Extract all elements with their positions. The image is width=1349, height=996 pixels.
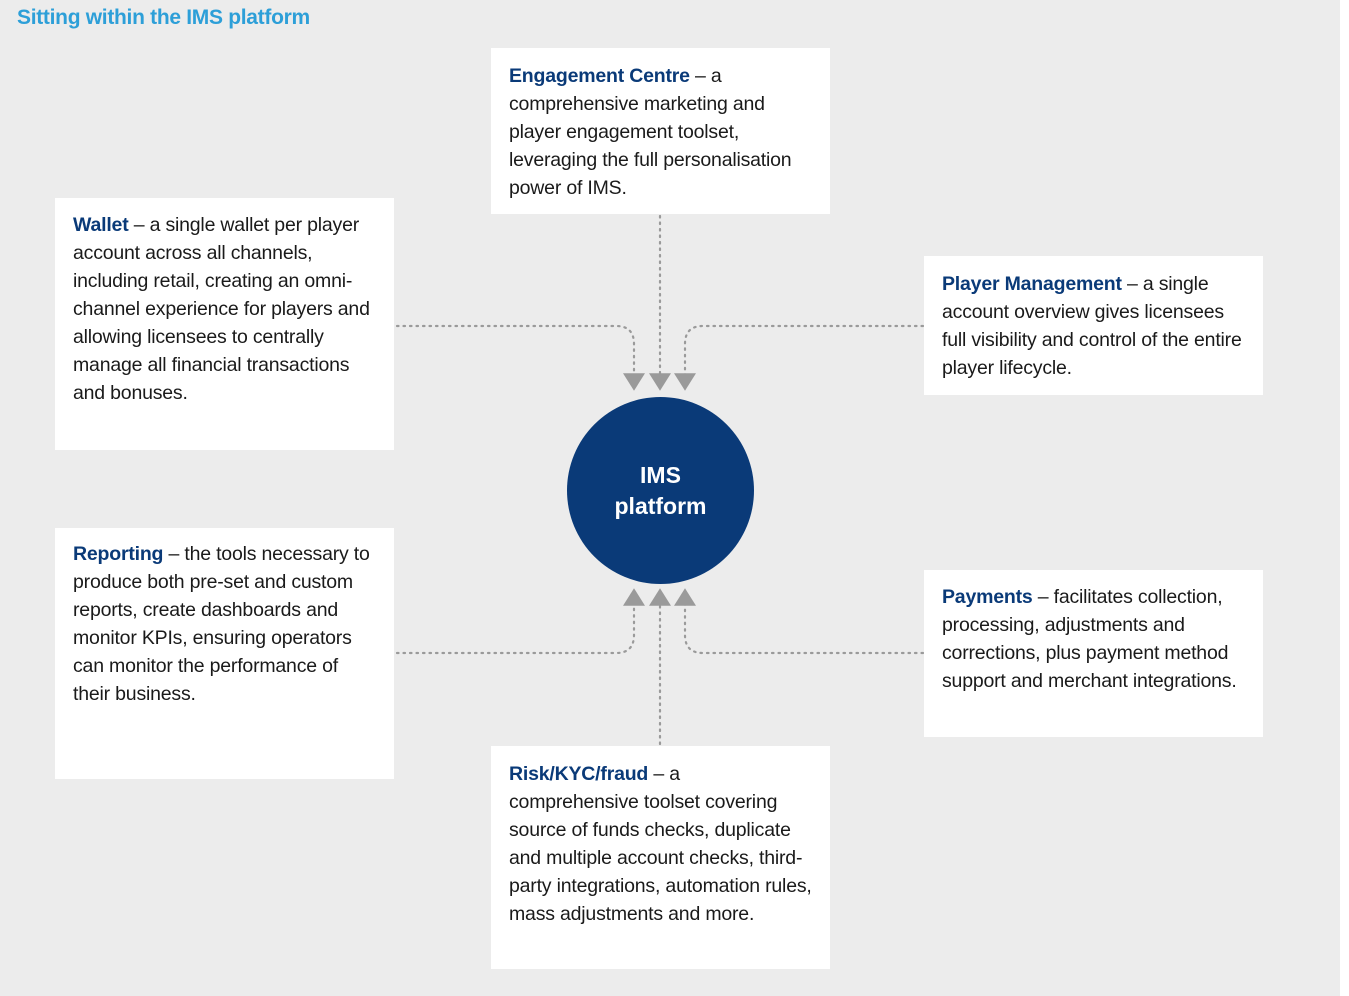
connector-reporting: [395, 588, 645, 655]
payments-description: – facilitates collection, processing, ad…: [942, 586, 1237, 692]
engagement-centre-name: Engagement Centre: [509, 65, 690, 87]
connector-wallet: [395, 324, 645, 391]
ims-platform-hub: IMS platform: [567, 397, 754, 584]
player-management-box: Player Management – a single account ove…: [924, 256, 1263, 395]
reporting-name: Reporting: [73, 543, 164, 565]
connector-player-management: [674, 324, 925, 391]
reporting-box: Reporting – the tools necessary to produ…: [55, 528, 394, 779]
page-title: Sitting within the IMS platform: [17, 6, 310, 29]
risk-kyc-fraud-name: Risk/KYC/fraud: [509, 763, 649, 785]
reporting-description: – the tools necessary to produce both pr…: [73, 543, 370, 705]
payments-name: Payments: [942, 586, 1033, 608]
engagement-centre-description: – a comprehensive marketing and player e…: [509, 65, 792, 199]
player-management-description: – a single account overview gives licens…: [942, 273, 1242, 379]
engagement-centre-box: Engagement Centre – a comprehensive mark…: [491, 48, 830, 214]
payments-box: Payments – facilitates collection, proce…: [924, 570, 1263, 737]
risk-kyc-fraud-box: Risk/KYC/fraud – a comprehensive toolset…: [491, 746, 830, 969]
risk-kyc-fraud-description: – a comprehensive toolset covering sourc…: [509, 763, 812, 925]
wallet-box: Wallet – a single wallet per player acco…: [55, 198, 394, 450]
wallet-name: Wallet: [73, 214, 129, 236]
connector-payments: [674, 588, 925, 655]
wallet-description: – a single wallet per player account acr…: [73, 214, 370, 404]
ims-platform-label: IMS platform: [614, 461, 707, 519]
player-management-name: Player Management: [942, 273, 1122, 295]
